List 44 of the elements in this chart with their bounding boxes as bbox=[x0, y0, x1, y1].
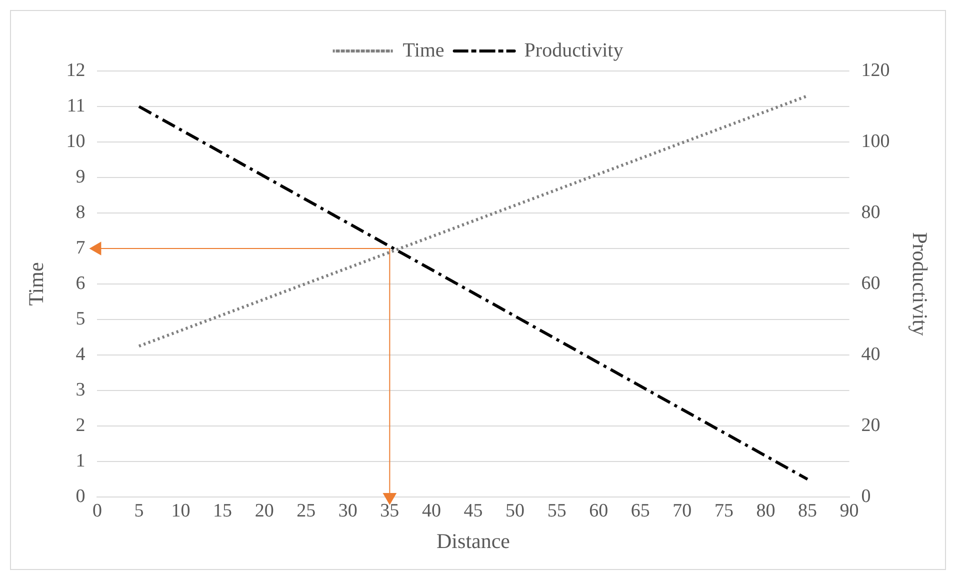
y2-tick-label: 20 bbox=[861, 414, 880, 436]
x-tick-label: 75 bbox=[714, 500, 734, 522]
y2-tick-label: 60 bbox=[861, 272, 880, 294]
y-tick-label: 5 bbox=[76, 308, 86, 330]
y2-axis-title: Productivity bbox=[908, 232, 932, 336]
y-tick-label: 1 bbox=[76, 450, 86, 472]
y-tick-label: 0 bbox=[76, 486, 86, 507]
x-tick-label: 70 bbox=[672, 500, 692, 522]
x-tick-label: 45 bbox=[464, 500, 483, 522]
x-tick-label: 65 bbox=[630, 500, 650, 522]
y-tick-label: 8 bbox=[76, 202, 86, 223]
x-tick-label: 90 bbox=[840, 500, 859, 522]
y-tick-label: 12 bbox=[66, 60, 86, 81]
x-tick-label: 55 bbox=[547, 500, 566, 522]
x-tick-label: 40 bbox=[422, 500, 441, 522]
x-tick-label: 15 bbox=[213, 500, 232, 522]
x-tick-label: 10 bbox=[171, 500, 190, 522]
x-tick-label: 60 bbox=[589, 500, 608, 522]
y2-tick-label: 100 bbox=[861, 130, 890, 152]
y-tick-label: 4 bbox=[76, 344, 86, 365]
y-tick-label: 9 bbox=[76, 166, 86, 188]
y-tick-label: 11 bbox=[66, 95, 86, 116]
y2-tick-label: 120 bbox=[861, 60, 890, 81]
x-tick-label: 30 bbox=[338, 500, 358, 522]
y2-tick-label: 0 bbox=[861, 486, 871, 507]
x-tick-label: 20 bbox=[254, 500, 274, 522]
x-tick-label: 0 bbox=[92, 500, 102, 522]
x-axis-title: Distance bbox=[436, 528, 510, 553]
x-tick-label: 80 bbox=[756, 500, 776, 522]
y-tick-label: 6 bbox=[76, 272, 86, 294]
x-tick-label: 85 bbox=[798, 500, 818, 522]
y-axis-title: Time bbox=[24, 262, 48, 306]
y-tick-label: 10 bbox=[66, 130, 86, 152]
x-tick-label: 5 bbox=[134, 500, 144, 522]
legend-label: Time bbox=[402, 39, 444, 62]
y2-tick-label: 80 bbox=[861, 202, 880, 223]
y-tick-label: 2 bbox=[76, 414, 86, 436]
legend-label: Productivity bbox=[524, 39, 624, 62]
y-tick-label: 3 bbox=[76, 379, 86, 400]
x-tick-label: 25 bbox=[296, 500, 316, 522]
y2-tick-label: 40 bbox=[861, 344, 880, 365]
y-tick-label: 7 bbox=[76, 237, 86, 258]
x-tick-label: 35 bbox=[380, 500, 400, 522]
x-tick-label: 50 bbox=[506, 500, 525, 522]
